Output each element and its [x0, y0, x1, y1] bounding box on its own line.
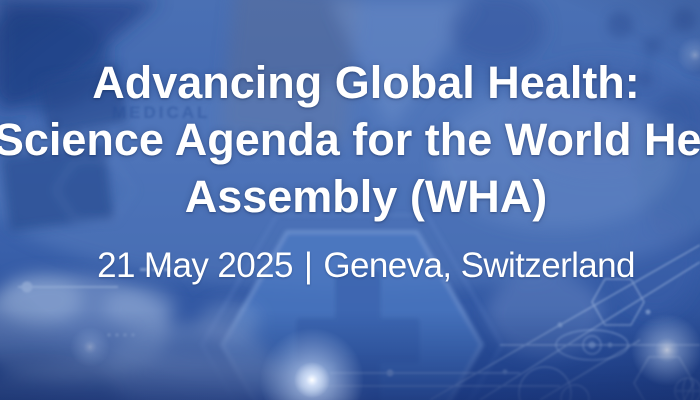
separator-bar: |	[303, 246, 313, 285]
title-line-1: Advancing Global Health:	[92, 57, 640, 108]
title-line-3: Assembly (WHA)	[184, 171, 548, 222]
event-title: Advancing Global Health: A Science Agend…	[0, 54, 700, 225]
event-location: Geneva, Switzerland	[323, 246, 635, 285]
title-line-2: A Science Agenda for the World Health	[0, 114, 700, 165]
event-date-location: 21 May 2025 | Geneva, Switzerland	[0, 248, 700, 283]
event-date: 21 May 2025	[97, 246, 293, 285]
